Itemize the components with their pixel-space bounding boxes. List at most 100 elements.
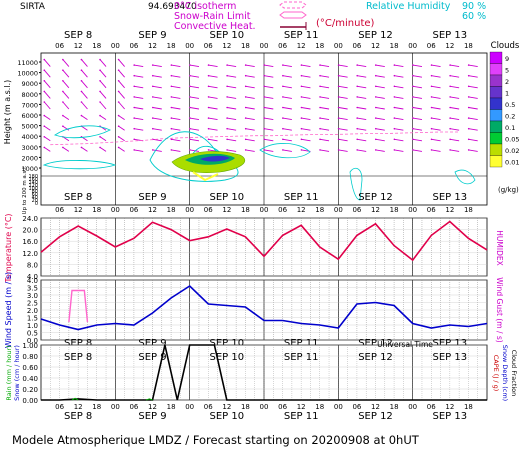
wind-tick-label: 3.5 — [27, 285, 38, 293]
wind-arrow — [208, 138, 218, 142]
humidex-axis-label: HUMIDEX — [495, 230, 504, 265]
wind-arrow-head — [430, 96, 433, 98]
wind-arrow-head — [244, 96, 247, 98]
wind-arrow-head — [337, 117, 340, 119]
wind-arrow-head — [62, 114, 64, 117]
wind-arrow — [264, 96, 274, 99]
wind-arrow-head — [170, 96, 173, 98]
wind-arrow — [245, 64, 255, 68]
wind-arrow-head — [244, 117, 247, 119]
wind-arrow — [245, 149, 255, 152]
height-tick-label: 9000 — [21, 80, 38, 88]
hour-label-bottom: 18 — [390, 403, 399, 411]
wind-arrow — [227, 85, 237, 89]
wind-arrow-head — [99, 114, 101, 117]
colorbar-swatch — [489, 51, 503, 64]
height-tick-label: 11000 — [17, 59, 38, 67]
hour-label-top: 12 — [74, 42, 83, 50]
hour-label-top: 00 — [111, 42, 120, 50]
hour-label-bottom: 06 — [352, 403, 361, 411]
wind-arrow — [301, 96, 311, 99]
wind-arrow-head — [412, 96, 414, 98]
wind-arrow-head — [449, 127, 451, 130]
wind-arrow-head — [374, 149, 377, 151]
wind-arrow-head — [300, 74, 303, 77]
wind-arrow — [43, 91, 51, 99]
wind-arrow-head — [43, 69, 46, 71]
wind-arrow — [245, 107, 255, 110]
wind-arrow-head — [300, 106, 303, 109]
wind-arrow — [81, 125, 88, 131]
wind-arrow-head — [62, 80, 64, 82]
wind-arrow-head — [133, 64, 136, 66]
hour-label-bottom: 12 — [74, 403, 83, 411]
hour-label-top: 12 — [371, 42, 380, 50]
wind-arrow — [282, 149, 292, 152]
wind-arrow — [134, 96, 144, 99]
wind-arrow — [118, 91, 125, 99]
day-label-mid1: SEP 12 — [358, 192, 393, 203]
wind-tick-label: 3.0 — [27, 292, 38, 300]
wind-arrow-head — [319, 117, 321, 119]
hour-label-mid1: 00 — [260, 206, 269, 214]
wind-arrow — [208, 96, 218, 99]
wind-arrow — [118, 69, 125, 78]
wind-arrow — [99, 59, 107, 67]
wind-tick-label: 1.0 — [27, 322, 38, 330]
wind-arrow-head — [189, 74, 191, 77]
wind-arrow-head — [133, 96, 136, 98]
wind-arrow — [394, 96, 404, 99]
wind-arrow — [338, 75, 348, 78]
wind-arrow-head — [244, 64, 247, 66]
hour-label-top: 06 — [204, 42, 213, 50]
wind-arrow — [338, 149, 348, 152]
wind-arrow — [152, 128, 162, 131]
hour-label-mid1: 00 — [408, 206, 417, 214]
height-axis-label: Height (m a.s.l.) — [3, 80, 12, 145]
wind-arrow — [189, 138, 200, 142]
wind-arrow-head — [207, 74, 210, 77]
wind-arrow — [394, 128, 404, 131]
wind-arrow-head — [80, 90, 83, 93]
wind-arrow-head — [43, 146, 46, 149]
wind-arrow-head — [282, 149, 284, 151]
wind-arrow-head — [189, 127, 191, 130]
snow-depth-axis-label: Snow Depth (cm) — [501, 345, 509, 401]
wind-arrow — [319, 149, 330, 152]
wind-arrow — [338, 138, 348, 142]
surface-tick-label: 0 — [35, 201, 38, 207]
hour-label-mid1: 18 — [241, 206, 250, 214]
wind-arrow — [468, 149, 478, 152]
wind-arrow — [189, 117, 200, 121]
wind-arrow — [375, 138, 385, 142]
wind-arrow — [208, 85, 218, 89]
wind-arrow — [189, 75, 200, 78]
wind-arrow — [43, 59, 51, 67]
wind-arrow-head — [449, 138, 451, 141]
wind-arrow-head — [356, 117, 359, 119]
temp-tick-label: 4.0 — [27, 273, 38, 281]
wind-arrow-head — [80, 146, 83, 149]
hour-label-bottom: 06 — [129, 403, 138, 411]
day-label-bottom: SEP 9 — [138, 411, 166, 422]
wind-tick-label: 0.5 — [27, 330, 38, 338]
wind-arrow-head — [374, 85, 377, 88]
wind-arrow-head — [43, 101, 46, 103]
wind-arrow — [245, 138, 255, 142]
wind-arrow-head — [337, 64, 340, 66]
wind-arrow — [282, 96, 292, 99]
wind-arrow — [171, 96, 181, 99]
wind-arrow-head — [226, 138, 228, 141]
wind-arrow — [245, 96, 255, 99]
surface-tick-label: 80 — [32, 189, 38, 195]
wind-tick-label: 4.0 — [27, 277, 38, 285]
wind-arrow-head — [189, 149, 191, 151]
colorbar-swatch — [489, 86, 503, 99]
wind-arrow-head — [412, 74, 414, 77]
wind-arrow — [282, 64, 292, 68]
wind-arrow-head — [62, 101, 64, 103]
wind-arrow — [412, 117, 423, 121]
hour-label-bottom: 00 — [334, 403, 343, 411]
wind-arrow — [264, 138, 274, 142]
